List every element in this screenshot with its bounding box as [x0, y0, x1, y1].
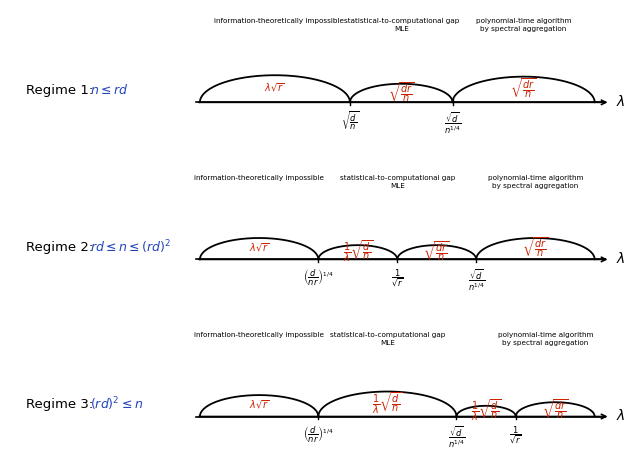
Text: information-theoretically impossible: information-theoretically impossible [214, 18, 344, 24]
Text: statistical-to-computational gap
MLE: statistical-to-computational gap MLE [344, 18, 459, 31]
Text: polynomial-time algorithm
by spectral aggregation: polynomial-time algorithm by spectral ag… [488, 175, 583, 188]
Text: polynomial-time algorithm
by spectral aggregation: polynomial-time algorithm by spectral ag… [497, 332, 593, 346]
Text: $\dfrac{\sqrt{d}}{n^{1/4}}$: $\dfrac{\sqrt{d}}{n^{1/4}}$ [468, 268, 485, 293]
Text: $\dfrac{1}{\sqrt{r}}$: $\dfrac{1}{\sqrt{r}}$ [509, 425, 522, 445]
Text: $\dfrac{1}{\lambda}\sqrt{\dfrac{d}{n}}$: $\dfrac{1}{\lambda}\sqrt{\dfrac{d}{n}}$ [372, 390, 403, 416]
Text: statistical-to-computational gap
MLE: statistical-to-computational gap MLE [330, 332, 445, 346]
Text: Regime 1:: Regime 1: [26, 84, 93, 97]
Text: Regime 2:: Regime 2: [26, 241, 93, 254]
Text: Regime 3:: Regime 3: [26, 398, 93, 411]
Text: information-theoretically impossible: information-theoretically impossible [194, 175, 324, 181]
Text: information-theoretically impossible: information-theoretically impossible [194, 332, 324, 338]
Text: statistical-to-computational gap
MLE: statistical-to-computational gap MLE [340, 175, 455, 188]
Text: $\sqrt{\dfrac{d}{n}}$: $\sqrt{\dfrac{d}{n}}$ [341, 110, 359, 132]
Text: $\lambda\sqrt{r}$: $\lambda\sqrt{r}$ [249, 241, 269, 254]
Text: $\dfrac{\sqrt{d}}{n^{1/4}}$: $\dfrac{\sqrt{d}}{n^{1/4}}$ [444, 110, 461, 136]
Text: $\dfrac{\sqrt{d}}{n^{1/4}}$: $\dfrac{\sqrt{d}}{n^{1/4}}$ [448, 425, 465, 450]
Text: $\lambda\sqrt{r}$: $\lambda\sqrt{r}$ [249, 398, 269, 411]
Text: $\left(\dfrac{d}{nr}\right)^{1/4}$: $\left(\dfrac{d}{nr}\right)^{1/4}$ [303, 425, 333, 445]
Text: $\dfrac{1}{\lambda}\sqrt{\dfrac{d}{n}}$: $\dfrac{1}{\lambda}\sqrt{\dfrac{d}{n}}$ [342, 239, 373, 264]
Text: $\lambda$: $\lambda$ [616, 408, 626, 423]
Text: $(rd)^2 \leq n$: $(rd)^2 \leq n$ [90, 396, 143, 413]
Text: $\left(\dfrac{d}{nr}\right)^{1/4}$: $\left(\dfrac{d}{nr}\right)^{1/4}$ [303, 268, 333, 288]
Text: $\lambda$: $\lambda$ [616, 94, 626, 109]
Text: $n \leq rd$: $n \leq rd$ [90, 83, 128, 98]
Text: $\sqrt{\dfrac{dr}{n}}$: $\sqrt{\dfrac{dr}{n}}$ [424, 240, 450, 263]
Text: $\lambda$: $\lambda$ [616, 251, 626, 266]
Text: $rd \leq n \leq (rd)^2$: $rd \leq n \leq (rd)^2$ [90, 239, 171, 256]
Text: polynomial-time algorithm
by spectral aggregation: polynomial-time algorithm by spectral ag… [476, 18, 572, 31]
Text: $\lambda\sqrt{r}$: $\lambda\sqrt{r}$ [264, 81, 285, 94]
Text: $\sqrt{\dfrac{dr}{n}}$: $\sqrt{\dfrac{dr}{n}}$ [510, 76, 537, 100]
Text: $\sqrt{\dfrac{dr}{n}}$: $\sqrt{\dfrac{dr}{n}}$ [522, 236, 548, 259]
Text: $\dfrac{1}{\sqrt{r}}$: $\dfrac{1}{\sqrt{r}}$ [391, 268, 404, 288]
Text: $\sqrt{\dfrac{dr}{n}}$: $\sqrt{\dfrac{dr}{n}}$ [542, 397, 568, 420]
Text: $\sqrt{\dfrac{dr}{n}}$: $\sqrt{\dfrac{dr}{n}}$ [388, 80, 415, 104]
Text: $\dfrac{1}{\lambda}\sqrt{\dfrac{d}{n}}$: $\dfrac{1}{\lambda}\sqrt{\dfrac{d}{n}}$ [471, 398, 501, 423]
